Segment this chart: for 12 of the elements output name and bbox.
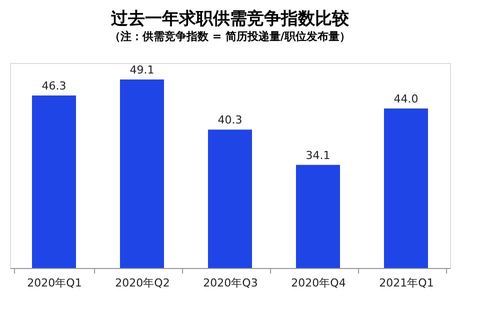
- chart-subtitle: （注：供需竞争指数 = 简历投递量/职位发布量）: [110, 30, 350, 43]
- data-label: 34.1: [306, 148, 330, 162]
- data-label: 46.3: [42, 79, 66, 92]
- x-tick-label: 2020年Q1: [27, 276, 82, 290]
- data-label: 40.3: [218, 114, 242, 127]
- data-label: 49.1: [130, 64, 154, 77]
- data-label: 44.0: [394, 92, 418, 106]
- x-tick-label: 2020年Q3: [203, 276, 258, 290]
- x-tick-label: 2021年Q1: [379, 276, 434, 290]
- x-tick-label: 2020年Q2: [115, 276, 170, 290]
- chart-title: 过去一年求职供需竞争指数比较: [110, 9, 350, 29]
- x-tick-label: 2020年Q4: [291, 276, 346, 290]
